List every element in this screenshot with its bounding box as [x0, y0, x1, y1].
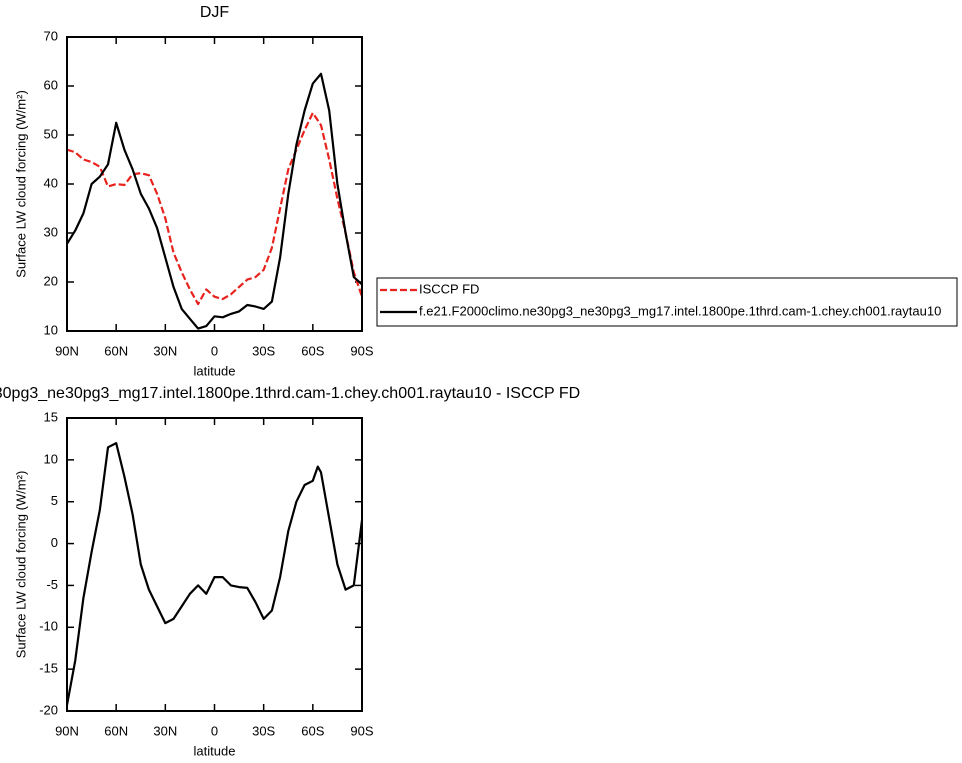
- y-axis-label: Surface LW cloud forcing (W/m²): [13, 90, 28, 278]
- x-tick-label: 30N: [153, 343, 177, 358]
- x-tick-label: 90N: [55, 343, 79, 358]
- y-axis-label: Surface LW cloud forcing (W/m²): [13, 471, 28, 659]
- x-axis-label: latitude: [194, 363, 236, 378]
- y-tick-label: 50: [44, 126, 58, 141]
- y-tick-label: 60: [44, 77, 58, 92]
- x-axis-label: latitude: [194, 743, 236, 758]
- data-line: [66, 111, 364, 306]
- x-tick-label: 60S: [301, 343, 324, 358]
- data-line: [65, 442, 364, 706]
- legend-label: ISCCP FD: [419, 281, 479, 296]
- legend-box: [376, 277, 958, 327]
- y-tick-label: 5: [51, 493, 58, 508]
- y-tick-label: 10: [44, 451, 58, 466]
- y-tick-label: -15: [39, 661, 58, 676]
- x-tick-label: 90S: [350, 723, 373, 738]
- x-tick-label: 90N: [55, 723, 79, 738]
- plot-frame: [66, 36, 363, 332]
- chart-title: f.e21.F2000climo.ne30pg3_ne30pg3_mg17.in…: [0, 385, 580, 402]
- data-line: [66, 72, 363, 330]
- plot-frame: [66, 417, 363, 712]
- x-tick-label: 90S: [350, 343, 373, 358]
- x-tick-label: 60N: [104, 343, 128, 358]
- x-tick-label: 0: [211, 723, 218, 738]
- y-tick-label: 30: [44, 224, 58, 239]
- y-tick-label: -5: [46, 577, 58, 592]
- y-tick-label: 70: [44, 28, 58, 43]
- x-tick-label: 60N: [104, 723, 128, 738]
- y-tick-label: 15: [44, 409, 58, 424]
- x-tick-label: 0: [211, 343, 218, 358]
- x-tick-label: 60S: [301, 723, 324, 738]
- y-tick-label: 10: [44, 322, 58, 337]
- y-tick-label: 20: [44, 273, 58, 288]
- y-tick-label: -10: [39, 619, 58, 634]
- x-tick-label: 30S: [252, 343, 275, 358]
- chart-title: DJF: [200, 4, 230, 21]
- legend-label: f.e21.F2000climo.ne30pg3_ne30pg3_mg17.in…: [419, 303, 941, 318]
- y-tick-label: 40: [44, 175, 58, 190]
- x-tick-label: 30N: [153, 723, 177, 738]
- y-tick-label: 0: [51, 535, 58, 550]
- y-tick-label: -20: [39, 702, 58, 717]
- x-tick-label: 30S: [252, 723, 275, 738]
